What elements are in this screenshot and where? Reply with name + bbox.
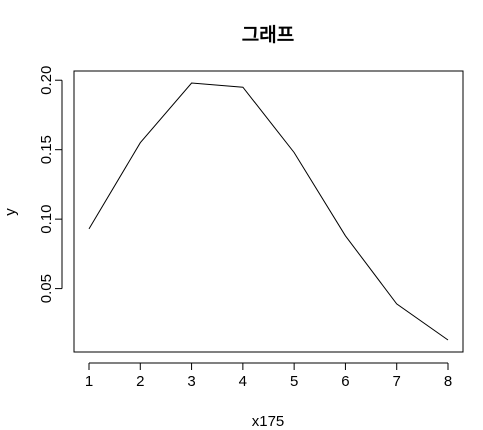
x-tick-label: 7 — [393, 373, 401, 390]
x-axis-label: x175 — [252, 413, 285, 430]
y-tick-label: 0.20 — [38, 66, 55, 95]
series-layer — [88, 82, 449, 341]
y-tick-label: 0.15 — [38, 135, 55, 164]
x-tick-label: 6 — [341, 373, 349, 390]
y-axis: 0.05 0.10 0.15 0.20 — [38, 66, 63, 303]
y-tick-label: 0.05 — [38, 274, 55, 303]
y-tick-label: 0.10 — [38, 205, 55, 234]
x-tick-label: 8 — [444, 373, 452, 390]
x-tick-label: 1 — [85, 373, 93, 390]
x-tick-label: 4 — [239, 373, 247, 390]
plot-frame — [73, 70, 464, 353]
x-tick-label: 2 — [136, 373, 144, 390]
y-axis-label: y — [2, 208, 19, 216]
series-line — [88, 82, 449, 341]
chart-title: 그래프 — [242, 24, 294, 46]
x-tick-label: 5 — [290, 373, 298, 390]
x-axis: 1 2 3 4 5 6 7 8 — [85, 362, 452, 390]
x-tick-label: 3 — [187, 373, 195, 390]
